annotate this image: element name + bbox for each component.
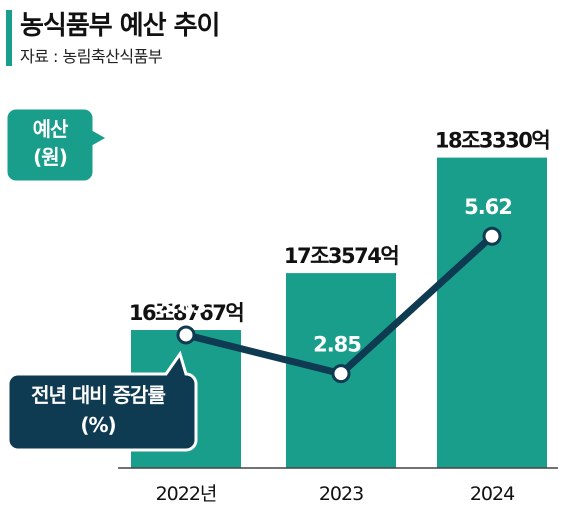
growth-point-1 <box>331 364 351 384</box>
bar-label-group: 16조8767억 17조3574억 18조3330억 <box>129 129 551 325</box>
legend-budget-label: 예산 <box>33 117 69 141</box>
growth-value-label-0: 3.63 <box>158 294 206 318</box>
legend-growth: 전년 대비 증감률 (%) <box>6 350 198 452</box>
growth-line-group: 3.63 2.85 5.62 <box>158 195 513 384</box>
legend-budget-box <box>4 106 112 184</box>
legend-growth-label: 전년 대비 증감률 <box>31 383 165 407</box>
chart-title: 농식품부 예산 추이 <box>20 11 219 41</box>
bar-value-label-2: 18조3330억 <box>435 129 549 153</box>
legend-budget: 예산 (원) <box>4 106 112 184</box>
bar-value-label-0: 16조8767억 <box>129 301 243 325</box>
legend-growth-box <box>6 350 198 452</box>
x-tick-0: 2022년 <box>156 483 217 505</box>
x-tick-2: 2024 <box>470 483 515 505</box>
x-tick-group: 2022년 2023 2024 <box>156 483 517 505</box>
legend-growth-unit: (%) <box>80 413 115 437</box>
growth-value-label-2: 5.62 <box>464 195 512 219</box>
bar-value-label-1: 17조3574억 <box>284 244 398 268</box>
growth-point-2 <box>482 226 502 246</box>
source-note: 자료 : 농림축산식품부 <box>20 47 162 66</box>
bar-2 <box>437 157 547 468</box>
x-tick-1: 2023 <box>319 483 363 505</box>
title-accent-bar <box>6 10 12 66</box>
growth-value-label-1: 2.85 <box>313 333 361 357</box>
growth-point-0 <box>176 325 196 345</box>
legend-budget-unit: (원) <box>33 145 67 169</box>
